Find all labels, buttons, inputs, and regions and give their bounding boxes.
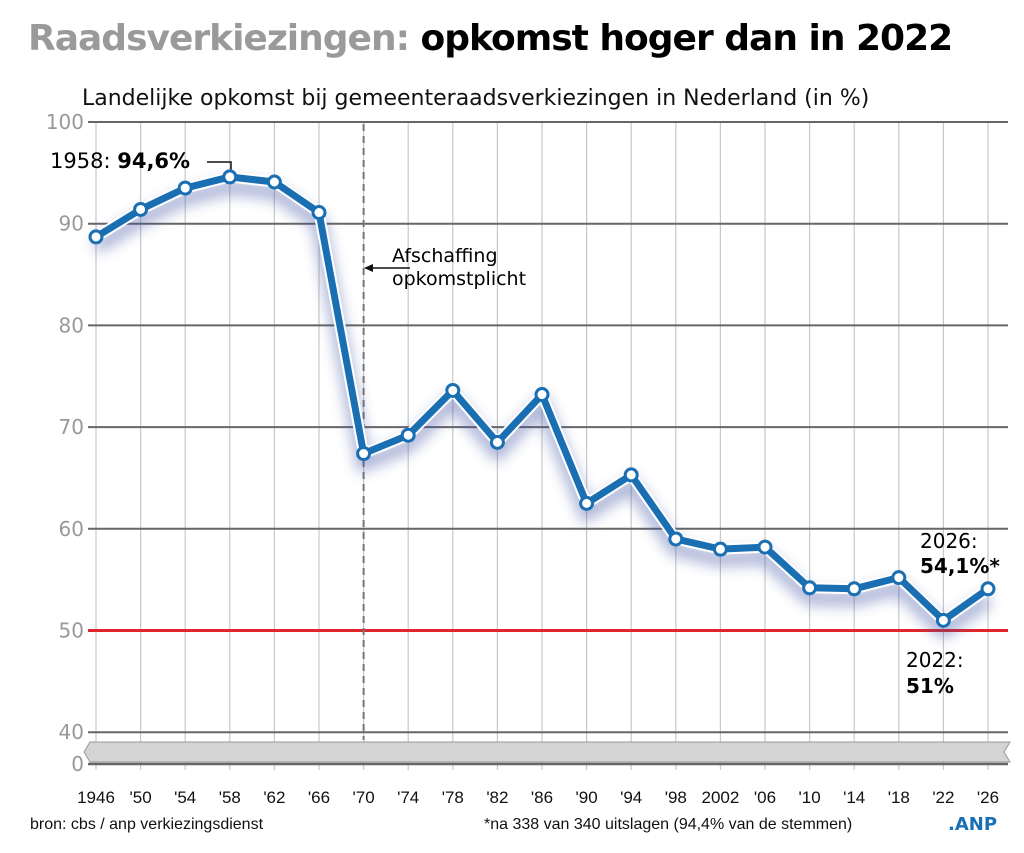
y-tick-label: 50 [59,619,84,643]
marker-label-line2: opkomstplicht [392,268,526,290]
data-point [445,382,461,398]
peak-leader-line [207,161,232,172]
data-point [668,531,684,547]
x-tick-label: 2002 [701,788,739,807]
data-point [489,434,505,450]
x-tick-label: '82 [486,788,508,807]
source-note: bron: cbs / anp verkiezingsdienst [30,816,264,833]
latest-year-label: 2026: [920,529,978,553]
x-tick-label: '86 [531,788,553,807]
x-tick-label: '62 [263,788,285,807]
y-tick-label: 60 [59,517,84,541]
footnote: *na 338 van 340 uitslagen (94,4% van de … [484,816,853,833]
x-tick-label: '58 [219,788,241,807]
marker-label-line1: Afschaffing [392,245,498,267]
x-tick-label: '74 [397,788,419,807]
peak-annotation: 1958: 94,6% [50,149,190,173]
y-tick-label: 80 [59,313,84,337]
y-tick-label: 0 [71,752,84,776]
x-tick-label: '90 [576,788,598,807]
title-prefix: Raadsverkiezingen: [28,18,410,59]
data-point [712,541,728,557]
data-point [177,180,193,196]
axis-break-band [83,741,1011,763]
data-point [133,201,149,217]
data-point [88,229,104,245]
x-tick-label: 1946 [77,788,115,807]
y-tick-label: 100 [46,110,84,134]
y-tick-label: 70 [59,415,84,439]
chart-subtitle: Landelijke opkomst bij gemeenteraadsverk… [82,86,870,111]
low-year-label: 2022: [906,648,964,672]
data-point [623,467,639,483]
data-point [980,581,996,597]
x-tick-label: '50 [130,788,152,807]
data-point [356,446,372,462]
y-tick-label: 90 [59,212,84,236]
data-point [311,205,327,221]
x-tick-label: '26 [977,788,999,807]
y-tick-label: 40 [59,720,84,744]
data-point [891,570,907,586]
x-tick-label: '70 [353,788,375,807]
x-tick-label: '66 [308,788,330,807]
data-point [579,495,595,511]
x-tick-label: '10 [799,788,821,807]
x-tick-label: '22 [932,788,954,807]
x-tick-label: '06 [754,788,776,807]
data-point [222,169,238,185]
anp-logo: .ANP [948,814,998,835]
arrow-head-icon [364,264,373,272]
latest-value-label: 54,1%* [920,554,1000,578]
x-tick-label: '98 [665,788,687,807]
x-tick-label: '18 [888,788,910,807]
low-value-label: 51% [906,674,954,698]
x-tick-label: '94 [620,788,642,807]
x-tick-label: '54 [174,788,196,807]
chart-title: Raadsverkiezingen: opkomst hoger dan in … [28,18,954,59]
data-point [400,427,416,443]
data-point [757,539,773,555]
data-point [935,612,951,628]
title-main: opkomst hoger dan in 2022 [420,18,954,59]
data-point [534,387,550,403]
x-tick-label: '78 [442,788,464,807]
data-point [802,580,818,596]
x-tick-label: '14 [843,788,865,807]
data-point [846,581,862,597]
data-point [266,174,282,190]
